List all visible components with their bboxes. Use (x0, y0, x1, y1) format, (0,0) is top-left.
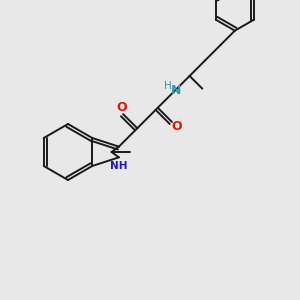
Text: NH: NH (110, 161, 128, 171)
Text: N: N (171, 84, 181, 97)
Text: H: H (164, 82, 172, 92)
Text: O: O (172, 119, 182, 133)
Text: O: O (117, 100, 128, 114)
